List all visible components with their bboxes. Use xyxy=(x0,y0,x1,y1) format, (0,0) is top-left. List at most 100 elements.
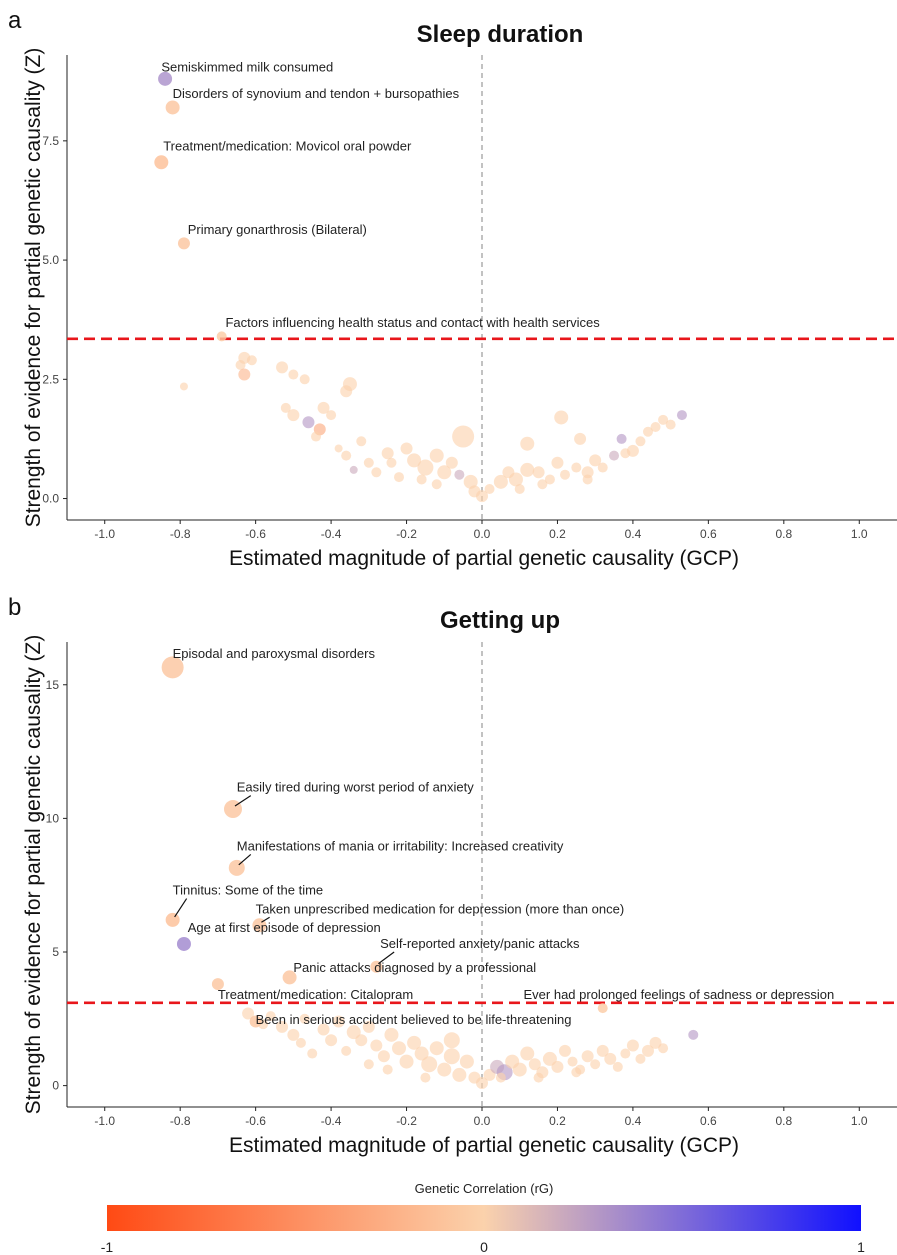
data-point xyxy=(407,1035,422,1050)
labeled-data-point xyxy=(177,237,190,250)
x-axis-label: Estimated magnitude of partial genetic c… xyxy=(229,547,739,570)
data-point xyxy=(620,1048,631,1059)
data-point xyxy=(381,447,394,460)
point-annotation: Age at first episode of depression xyxy=(188,920,381,935)
data-point xyxy=(493,474,508,489)
data-point xyxy=(276,361,289,374)
x-tick-label: -1.0 xyxy=(94,527,115,541)
data-point xyxy=(417,459,434,476)
data-point xyxy=(635,1053,646,1064)
annotation-leader-line xyxy=(261,916,270,923)
point-annotation: Semiskimmed milk consumed xyxy=(161,60,333,75)
data-point xyxy=(554,410,569,425)
data-point xyxy=(571,462,582,473)
data-point xyxy=(295,1037,306,1048)
data-point xyxy=(299,374,310,385)
data-point xyxy=(559,1044,571,1057)
labeled-data-point xyxy=(211,978,224,991)
point-annotation: Factors influencing health status and co… xyxy=(225,315,600,330)
legend-min-label: -1 xyxy=(101,1239,114,1255)
legend-title: Genetic Correlation (rG) xyxy=(415,1181,554,1196)
x-tick-label: 0.8 xyxy=(775,527,792,541)
point-annotation: Manifestations of mania or irritability:… xyxy=(237,838,564,853)
color-legend: Genetic Correlation (rG) -1 0 1 xyxy=(101,1181,865,1255)
x-tick-label: -0.4 xyxy=(321,1114,342,1128)
panel-a: a Sleep duration -1.0 -0.8 -0.6 -0.4 -0.2 0.0 0.… xyxy=(8,7,897,570)
y-axis-label: Strength of evidence for partial genetic… xyxy=(22,48,45,528)
data-point xyxy=(429,448,444,463)
x-tick-label: 0.8 xyxy=(775,1114,792,1128)
data-point xyxy=(658,414,669,425)
y-tick-label: 15 xyxy=(46,678,60,692)
data-point xyxy=(302,416,315,429)
point-annotation: Panic attacks diagnosed by a professiona… xyxy=(293,960,536,975)
data-point xyxy=(384,1027,399,1042)
data-point xyxy=(551,1060,564,1073)
data-point xyxy=(597,462,608,473)
data-point xyxy=(609,450,620,461)
data-point xyxy=(495,1072,506,1083)
x-tick-label: 0.0 xyxy=(474,527,491,541)
data-point xyxy=(280,402,291,413)
data-point xyxy=(581,1050,594,1063)
data-point xyxy=(560,469,570,480)
annotation-leader-line xyxy=(174,898,188,918)
x-tick-label: 0.2 xyxy=(549,1114,566,1128)
x-axis-label: Estimated magnitude of partial genetic c… xyxy=(229,1134,739,1157)
y-tick-label: 0.0 xyxy=(42,492,59,506)
data-point xyxy=(429,1041,444,1056)
data-point xyxy=(362,1020,375,1033)
annotation-leader-line xyxy=(238,853,252,866)
data-point xyxy=(582,474,593,485)
point-annotation: Disorders of synovium and tendon + burso… xyxy=(173,86,460,101)
data-point xyxy=(371,467,382,478)
data-point xyxy=(382,1064,393,1075)
data-point xyxy=(459,1054,474,1069)
data-point xyxy=(533,1072,544,1083)
data-point xyxy=(520,1046,535,1061)
data-point xyxy=(567,1056,578,1067)
data-point xyxy=(443,1048,460,1065)
data-point xyxy=(394,472,404,483)
y-tick-label: 2.5 xyxy=(42,372,59,386)
data-point xyxy=(512,1062,527,1077)
data-point xyxy=(386,457,397,468)
data-point xyxy=(332,1015,345,1028)
x-tick-label: -0.8 xyxy=(170,1114,191,1128)
data-point xyxy=(571,1067,582,1078)
data-point xyxy=(421,1056,438,1073)
data-point xyxy=(443,1032,460,1049)
data-point xyxy=(649,1036,662,1049)
data-point xyxy=(514,484,525,494)
x-tick-label: -0.8 xyxy=(170,527,191,541)
data-point xyxy=(341,1045,352,1056)
chart-title: Getting up xyxy=(440,607,560,634)
data-point xyxy=(288,369,299,380)
data-point xyxy=(452,1067,467,1082)
labeled-data-point xyxy=(597,1003,608,1014)
data-point xyxy=(665,419,676,430)
labeled-data-point xyxy=(165,912,180,927)
point-annotation: Treatment/medication: Citalopram xyxy=(218,987,413,1002)
point-annotation: Self-reported anxiety/panic attacks xyxy=(380,936,580,951)
data-point xyxy=(307,1048,318,1059)
annotation-leader-line xyxy=(234,795,252,807)
labeled-data-point xyxy=(165,100,180,115)
x-tick-label: -0.6 xyxy=(245,1114,266,1128)
point-annotation: Treatment/medication: Movicol oral powde… xyxy=(163,138,412,153)
data-point xyxy=(484,484,495,494)
data-point xyxy=(340,385,353,398)
x-tick-label: 0.6 xyxy=(700,527,717,541)
data-point xyxy=(355,1034,368,1047)
data-point xyxy=(604,1052,617,1065)
data-point xyxy=(334,444,343,453)
panel-letter: a xyxy=(8,7,22,34)
data-point xyxy=(520,436,535,451)
data-point xyxy=(356,436,367,447)
x-tick-label: 0.0 xyxy=(474,1114,491,1128)
labeled-data-point xyxy=(161,656,184,679)
data-point xyxy=(246,355,257,366)
x-tick-label: 1.0 xyxy=(851,1114,868,1128)
data-point xyxy=(311,431,321,442)
data-point xyxy=(626,1039,639,1052)
